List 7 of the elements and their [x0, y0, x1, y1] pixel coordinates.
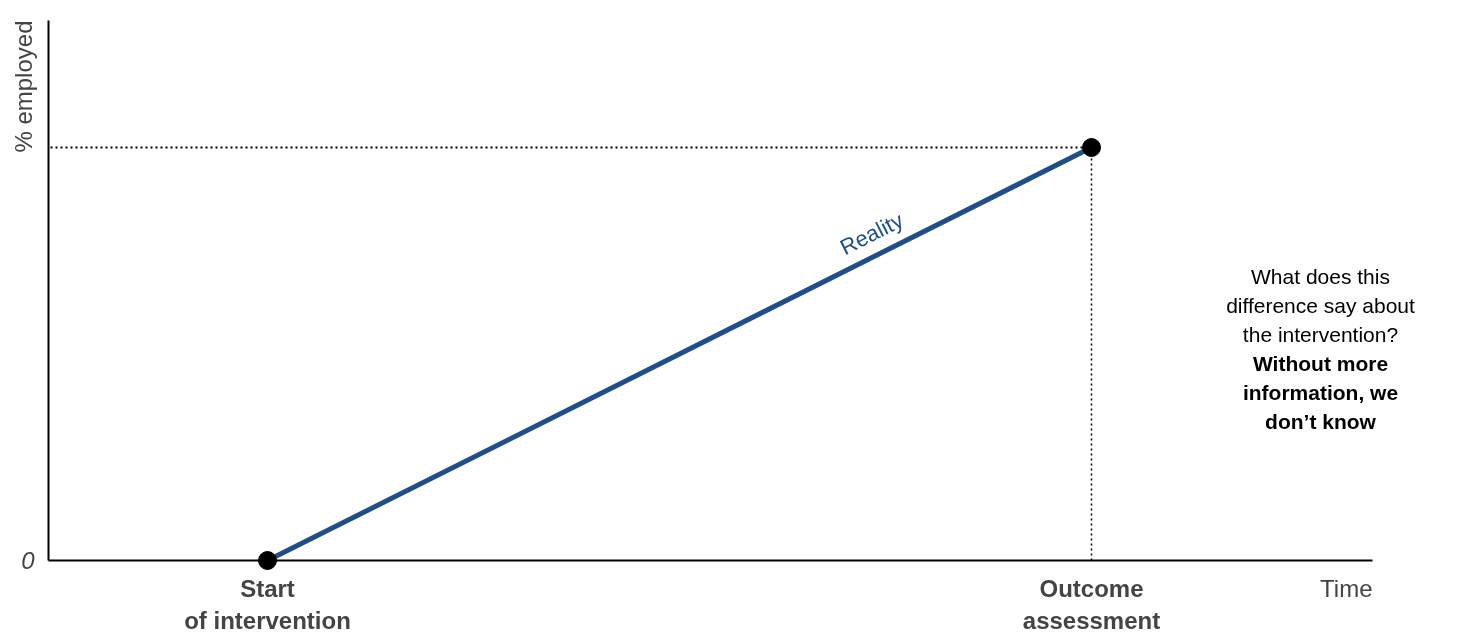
- text: Without more information, we don’t know: [1242, 351, 1399, 433]
- annotation: What does this difference say about the intervention?: [1226, 264, 1416, 346]
- y-axis-title: % employed: [9, 20, 37, 153]
- x-tick-label: Start of intervention: [184, 574, 351, 635]
- x-axis-title: Time: [1320, 574, 1373, 602]
- text: 0: [21, 547, 36, 574]
- x-tick-label: Outcome assessment: [1022, 574, 1161, 635]
